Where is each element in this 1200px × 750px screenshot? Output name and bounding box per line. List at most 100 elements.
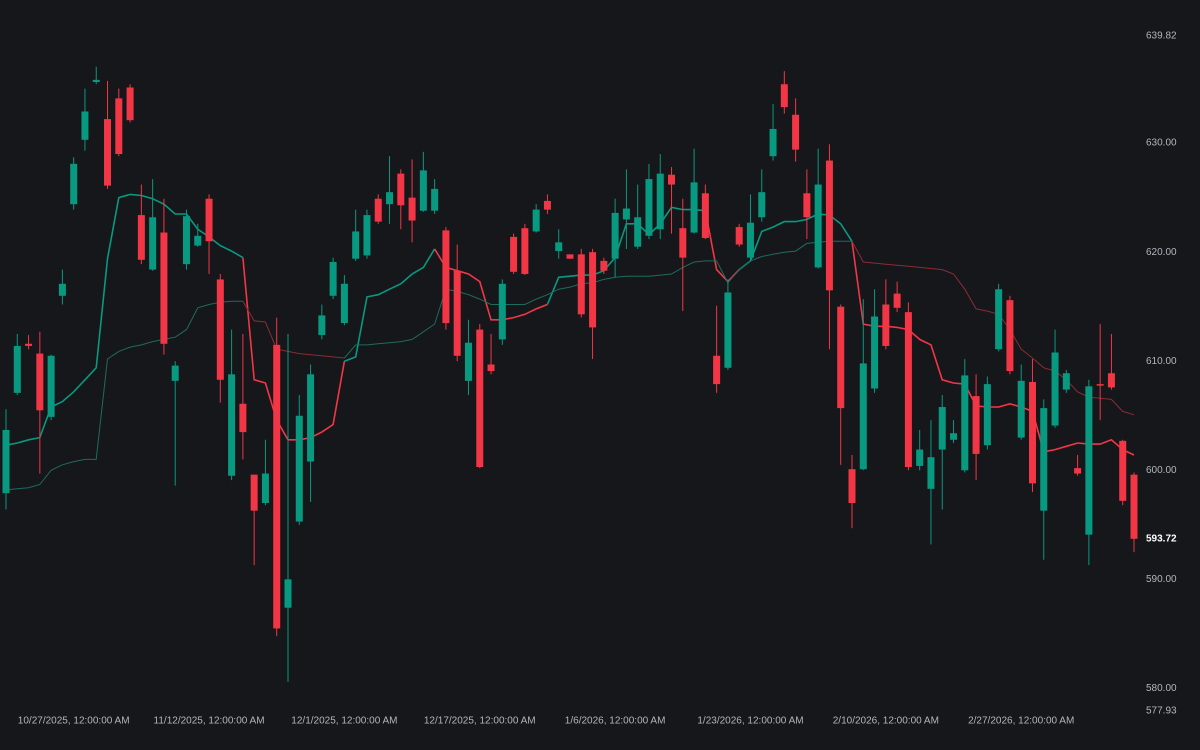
candle-body <box>600 260 608 271</box>
y-tick-label: 620.00 <box>1146 247 1177 258</box>
candle-body <box>137 215 145 260</box>
candle-body <box>464 342 472 381</box>
candle-body <box>453 270 461 356</box>
candle-body <box>1119 440 1127 501</box>
candle-body <box>104 119 112 186</box>
candle <box>1130 472 1138 553</box>
candle <box>92 66 100 85</box>
candle <box>149 179 157 271</box>
candle-body <box>160 232 168 344</box>
last-price-label: 593.72 <box>1146 533 1177 544</box>
candle-body <box>679 228 687 258</box>
candle-body <box>1096 384 1104 386</box>
candle <box>904 302 912 471</box>
candle <box>261 439 269 506</box>
candle <box>927 420 935 545</box>
candle-body <box>329 261 337 296</box>
candle <box>182 209 190 270</box>
candle <box>1119 439 1127 506</box>
candle <box>363 209 371 259</box>
candle <box>70 157 78 210</box>
candle <box>961 359 969 473</box>
candle-body <box>837 306 845 409</box>
candle-body <box>735 227 743 245</box>
y-tick-label: 630.00 <box>1146 138 1177 149</box>
candle <box>126 84 134 123</box>
candle-body <box>25 343 33 346</box>
candle-body <box>577 254 585 315</box>
candle-body <box>521 228 529 274</box>
candle-body <box>386 192 394 205</box>
candle-body <box>983 384 991 446</box>
candle <box>115 88 123 157</box>
candle-body <box>194 235 202 246</box>
candle <box>916 429 924 471</box>
candle <box>408 159 416 243</box>
candle <box>893 281 901 313</box>
candle <box>329 257 337 300</box>
candle <box>498 279 506 345</box>
candle-body <box>634 217 642 247</box>
candle <box>938 395 946 510</box>
candle-body <box>182 216 190 265</box>
candle-body <box>871 316 879 389</box>
indicator-line <box>5 193 853 446</box>
candle <box>825 144 833 350</box>
candle-body <box>1040 408 1048 511</box>
candle-body <box>126 87 134 121</box>
candle-body <box>1017 380 1025 438</box>
candle <box>837 304 845 465</box>
candle-body <box>228 374 236 476</box>
candle-body <box>927 457 935 489</box>
candle <box>374 194 382 224</box>
candle-body <box>938 407 946 450</box>
candle <box>769 103 777 161</box>
candle-body <box>295 415 303 522</box>
candle <box>239 333 247 460</box>
candle-body <box>1085 386 1093 535</box>
candle-body <box>340 283 348 324</box>
candle <box>848 455 856 529</box>
candle <box>431 179 439 214</box>
candle-body <box>205 198 213 242</box>
candle-body <box>47 355 55 417</box>
candle <box>1051 329 1059 428</box>
candle-body <box>859 363 867 470</box>
candle <box>1040 399 1048 560</box>
y-tick-label: 639.82 <box>1146 31 1177 42</box>
candle <box>871 289 879 393</box>
candle-body <box>149 217 157 270</box>
candle-body <box>1130 474 1138 539</box>
x-tick-label: 1/23/2026, 12:00:00 AM <box>697 716 803 727</box>
candle <box>814 148 822 269</box>
candle-body <box>250 474 258 511</box>
candle-body <box>904 312 912 468</box>
candle-body <box>261 473 269 504</box>
candle-body <box>273 344 281 629</box>
candle <box>386 156 394 224</box>
candle <box>566 254 574 259</box>
candle <box>307 364 315 502</box>
candle <box>2 409 10 510</box>
candle <box>532 204 540 233</box>
candle-body <box>442 230 450 324</box>
candle <box>1017 364 1025 440</box>
candle-body <box>374 198 382 222</box>
candle <box>735 223 743 247</box>
candle <box>352 209 360 261</box>
candle-body <box>476 329 484 468</box>
candle <box>577 248 585 318</box>
candle-body <box>397 173 405 206</box>
candle <box>690 148 698 234</box>
candle-body <box>701 193 709 238</box>
candle-body <box>1062 373 1070 390</box>
candle <box>758 169 766 222</box>
candle-body <box>70 163 78 205</box>
candle-body <box>566 254 574 259</box>
candle-body <box>92 79 100 83</box>
candle-body <box>555 242 563 252</box>
x-tick-label: 12/17/2025, 12:00:00 AM <box>424 716 536 727</box>
candle <box>543 194 551 214</box>
